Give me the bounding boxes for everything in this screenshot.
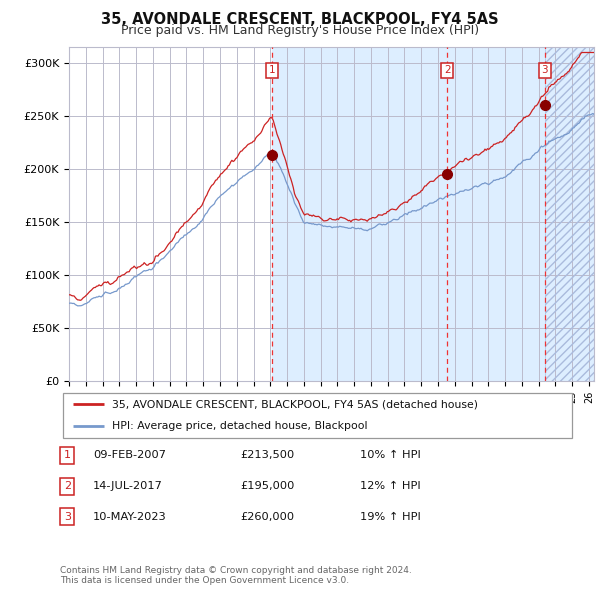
Text: 35, AVONDALE CRESCENT, BLACKPOOL, FY4 5AS (detached house): 35, AVONDALE CRESCENT, BLACKPOOL, FY4 5A…	[112, 399, 478, 409]
Text: £195,000: £195,000	[240, 481, 295, 491]
Text: 10-MAY-2023: 10-MAY-2023	[93, 512, 167, 522]
Text: 14-JUL-2017: 14-JUL-2017	[93, 481, 163, 491]
Bar	[545, 47, 594, 381]
Text: 09-FEB-2007: 09-FEB-2007	[93, 451, 166, 460]
Text: 1: 1	[64, 451, 71, 460]
Text: £260,000: £260,000	[240, 512, 294, 522]
Bar	[272, 47, 545, 381]
Text: £213,500: £213,500	[240, 451, 294, 460]
Text: 19% ↑ HPI: 19% ↑ HPI	[360, 512, 421, 522]
Text: HPI: Average price, detached house, Blackpool: HPI: Average price, detached house, Blac…	[112, 421, 367, 431]
Text: Contains HM Land Registry data © Crown copyright and database right 2024.
This d: Contains HM Land Registry data © Crown c…	[60, 566, 412, 585]
Text: 3: 3	[64, 512, 71, 522]
Text: 10% ↑ HPI: 10% ↑ HPI	[360, 451, 421, 460]
Text: 1: 1	[269, 65, 275, 76]
Text: 2: 2	[64, 481, 71, 491]
Text: 2: 2	[444, 65, 451, 76]
Text: 12% ↑ HPI: 12% ↑ HPI	[360, 481, 421, 491]
Text: 35, AVONDALE CRESCENT, BLACKPOOL, FY4 5AS: 35, AVONDALE CRESCENT, BLACKPOOL, FY4 5A…	[101, 12, 499, 27]
FancyBboxPatch shape	[62, 393, 572, 438]
Text: Price paid vs. HM Land Registry's House Price Index (HPI): Price paid vs. HM Land Registry's House …	[121, 24, 479, 37]
Bar	[545, 47, 594, 381]
Text: 3: 3	[542, 65, 548, 76]
